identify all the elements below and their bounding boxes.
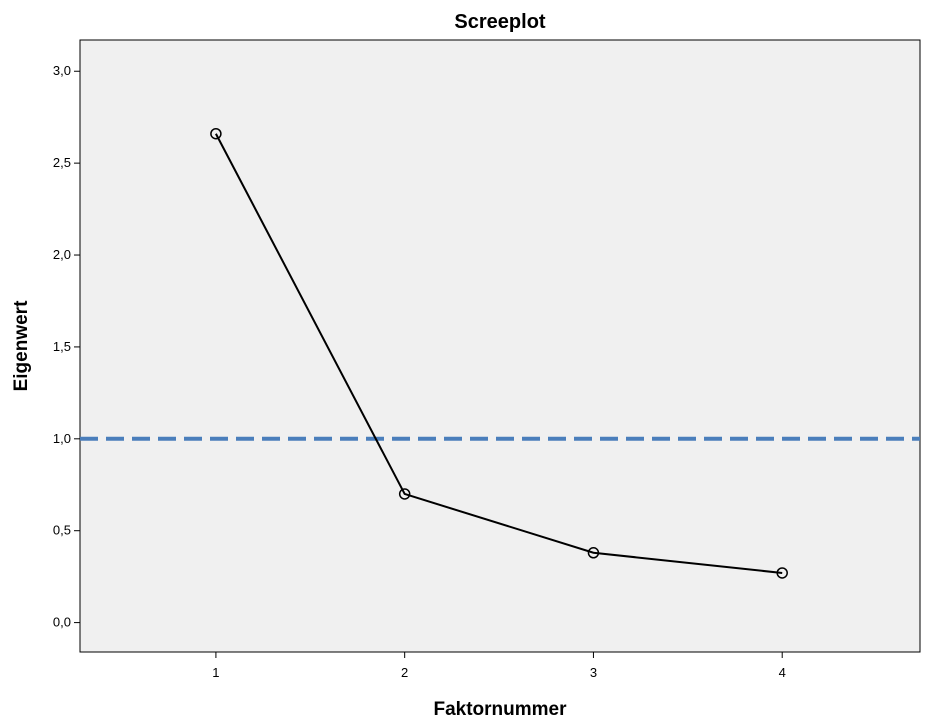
x-tick-label: 2 [401, 665, 408, 680]
series-layer [210, 127, 788, 579]
x-tick-label: 4 [779, 665, 786, 680]
y-tick-label: 2,0 [53, 247, 71, 262]
data-point [776, 567, 788, 579]
y-tick-label: 3,0 [53, 63, 71, 78]
x-tick-label: 3 [590, 665, 597, 680]
y-tick-label: 0,5 [53, 523, 71, 538]
data-point [587, 547, 600, 559]
y-axis-title: Eigenwert [11, 300, 32, 391]
plot-area [79, 39, 921, 653]
x-tick-label: 1 [212, 665, 219, 680]
axis-layer: 0,0 0,5 1,0 1,5 2,0 2,5 3,0 1 2 3 4 [53, 63, 786, 680]
data-point [398, 488, 411, 500]
x-axis-title: Faktornummer [433, 699, 567, 720]
series-line [215, 133, 783, 574]
chart-title: Screeplot [454, 11, 545, 33]
y-tick-label: 0,0 [53, 615, 71, 630]
data-point [210, 127, 222, 140]
y-tick-label: 1,5 [53, 339, 71, 354]
y-tick-label: 1,0 [53, 431, 71, 446]
y-tick-label: 2,5 [53, 155, 71, 170]
